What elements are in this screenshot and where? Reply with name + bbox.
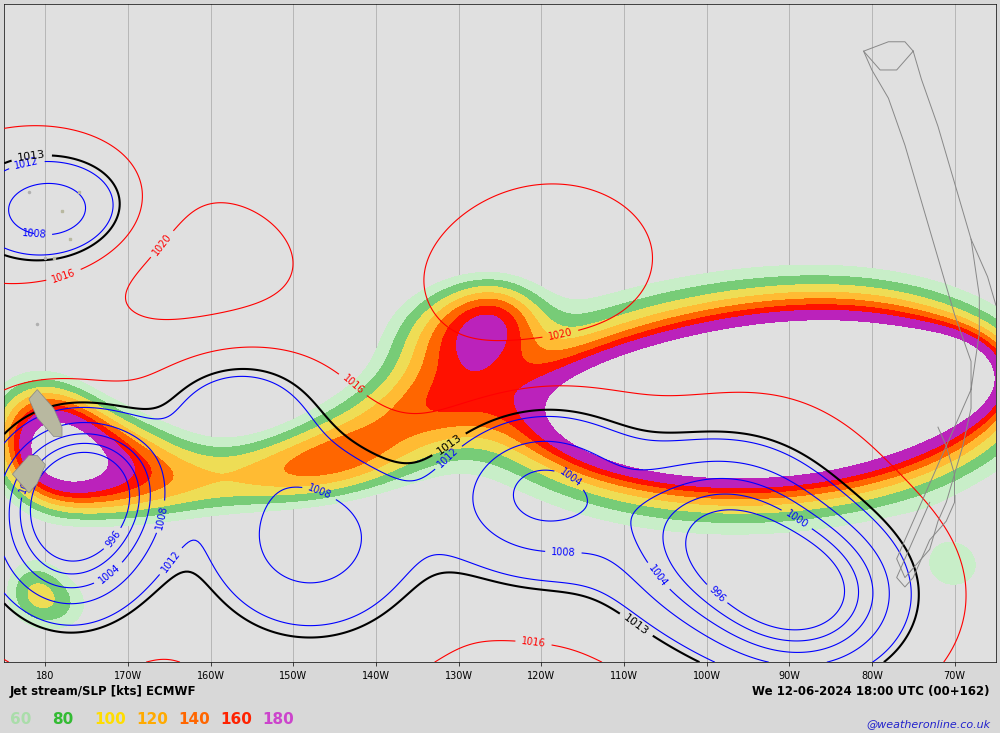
Text: We 12-06-2024 18:00 UTC (00+162): We 12-06-2024 18:00 UTC (00+162) xyxy=(753,685,990,698)
Text: 1013: 1013 xyxy=(17,150,46,163)
Text: 160: 160 xyxy=(220,712,252,727)
Text: 1016: 1016 xyxy=(340,373,365,397)
Text: 1008: 1008 xyxy=(307,482,333,501)
Text: 60: 60 xyxy=(10,712,31,727)
Text: 1016: 1016 xyxy=(521,636,546,649)
Text: 996: 996 xyxy=(707,584,727,604)
Polygon shape xyxy=(29,389,62,437)
Text: 1012: 1012 xyxy=(436,446,461,470)
Text: 1012: 1012 xyxy=(159,548,182,574)
Text: 80: 80 xyxy=(52,712,73,727)
Text: 1008: 1008 xyxy=(21,228,47,240)
Text: 1004: 1004 xyxy=(558,467,584,489)
Text: 1000: 1000 xyxy=(784,508,810,530)
Text: 996: 996 xyxy=(104,528,123,549)
Text: 1008: 1008 xyxy=(551,547,576,558)
Text: 1004: 1004 xyxy=(647,564,669,589)
Text: 140: 140 xyxy=(178,712,210,727)
Text: 120: 120 xyxy=(136,712,168,727)
Text: 180: 180 xyxy=(262,712,294,727)
Text: 100: 100 xyxy=(94,712,126,727)
Text: Jet stream/SLP [kts] ECMWF: Jet stream/SLP [kts] ECMWF xyxy=(10,685,196,698)
Text: 1020: 1020 xyxy=(151,231,174,257)
Text: 1004: 1004 xyxy=(97,562,122,586)
Text: 1012: 1012 xyxy=(13,156,40,171)
Text: 1013: 1013 xyxy=(435,432,463,457)
Text: 1008: 1008 xyxy=(154,504,169,530)
Text: 1013: 1013 xyxy=(622,612,650,637)
Text: 1020: 1020 xyxy=(547,327,574,342)
Text: @weatheronline.co.uk: @weatheronline.co.uk xyxy=(866,719,990,729)
Polygon shape xyxy=(12,455,45,493)
Text: 1000: 1000 xyxy=(17,468,36,495)
Text: 1016: 1016 xyxy=(51,267,77,284)
